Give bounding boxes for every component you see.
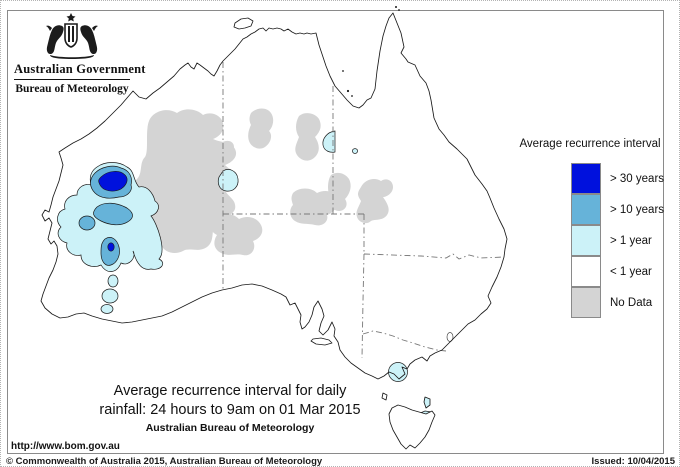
legend-rows: > 30 years > 10 years > 1 year < 1 year …	[519, 162, 665, 318]
copyright-text: © Commonwealth of Australia 2015, Austra…	[6, 456, 323, 467]
flinders-island	[423, 396, 431, 409]
kangaroo-island	[310, 337, 333, 346]
bom-url-text: http://www.bom.gov.au	[11, 441, 120, 452]
mainland-base	[41, 13, 507, 379]
legend-label: > 10 years	[610, 203, 665, 216]
logo-rule	[14, 79, 130, 80]
coat-of-arms-icon	[46, 13, 98, 59]
melville-island	[233, 17, 254, 30]
map-frame	[7, 10, 664, 454]
legend-item: No Data	[519, 286, 661, 318]
legend-title: Average recurrence interval	[519, 138, 661, 150]
legend-item: > 10 years	[519, 193, 665, 225]
legend-label: > 1 year	[610, 234, 652, 247]
no-data-areas	[129, 108, 393, 256]
legend-item: < 1 year	[519, 255, 661, 287]
coastline	[40, 12, 508, 450]
small-islands	[342, 6, 400, 97]
gt-30-year-areas	[98, 171, 128, 252]
legend-item: > 1 year	[519, 224, 661, 256]
caption-line2: rainfall: 24 hours to 9am on 01 Mar 2015	[99, 402, 361, 418]
legend-item: > 30 years	[519, 162, 665, 194]
legend-swatch-gt-10-years	[571, 193, 601, 225]
legend-swatch-lt-1-year	[571, 255, 601, 287]
legend-swatch-gt-1-year	[571, 224, 601, 256]
legend-swatch-gt-30-years	[571, 162, 601, 194]
legend-label: No Data	[610, 296, 653, 309]
legend: Average recurrence interval > 30 years >…	[519, 138, 665, 318]
issued-date-text: Issued: 10/04/2015	[591, 456, 675, 467]
legend-label: < 1 year	[610, 265, 652, 278]
tasmania	[388, 404, 436, 450]
caption-line3: Australian Bureau of Meteorology	[145, 422, 315, 434]
caption-line1: Average recurrence interval for daily	[113, 383, 347, 399]
legend-label: > 30 years	[610, 172, 665, 185]
king-island	[381, 392, 388, 401]
gov-title: Australian Government	[14, 62, 146, 76]
bureau-title: Bureau of Meteorology	[15, 83, 129, 95]
logo-block: Australian Government Bureau of Meteorol…	[14, 12, 146, 95]
state-borders	[222, 62, 505, 359]
legend-swatch-no-data	[571, 286, 601, 318]
map-caption: Average recurrence interval for daily ra…	[65, 383, 395, 434]
